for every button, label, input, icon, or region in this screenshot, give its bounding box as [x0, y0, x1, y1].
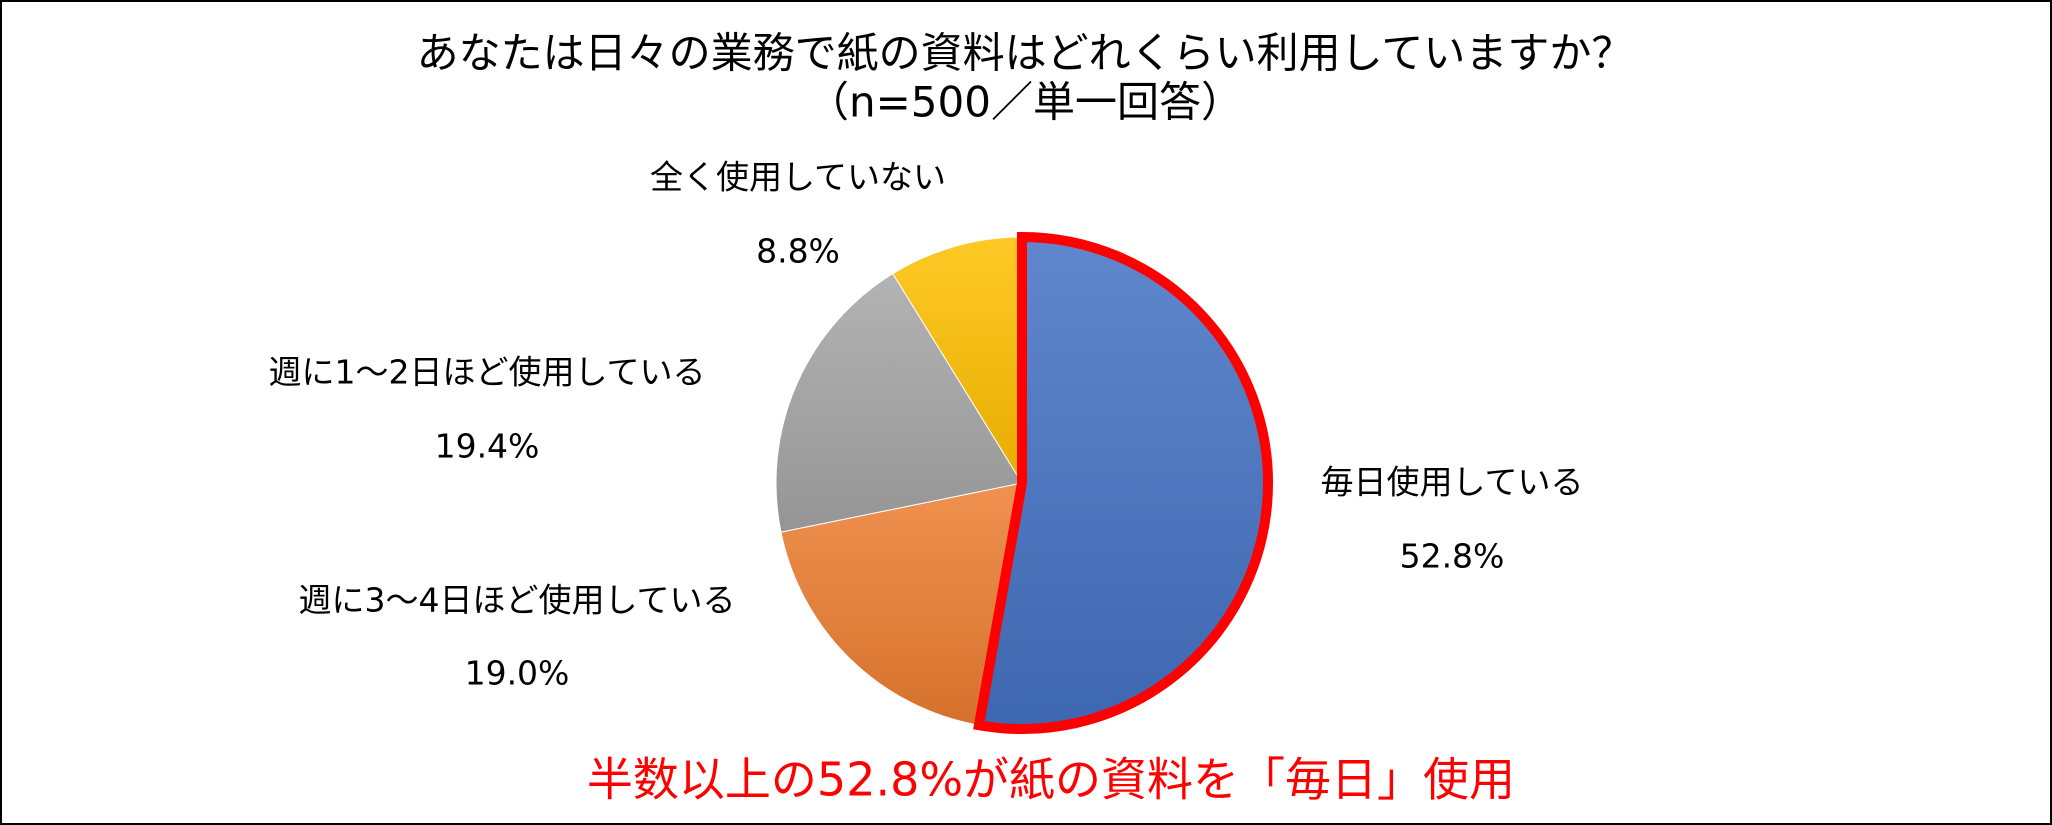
pie-slice — [892, 236, 1023, 485]
category-label: 週に1〜2日ほど使用している — [268, 353, 705, 392]
highlight-outline — [973, 231, 1273, 734]
value-label: 8.8% — [756, 232, 840, 271]
pie-slice — [780, 482, 1023, 726]
labels: 毎日使用している 52.8% 週に3〜4日ほど使用している 19.0% 週に1〜2日ほど… — [268, 158, 1583, 693]
value-label: 19.4% — [435, 427, 540, 466]
pie — [775, 231, 1273, 734]
chart-subtitle: （n=500／単一回答） — [807, 78, 1243, 127]
chart-title: あなたは日々の業務で紙の資料はどれくらい利用していますか？ — [417, 29, 1634, 78]
category-label: 週に3〜4日ほど使用している — [298, 581, 735, 620]
value-label: 19.0% — [465, 654, 570, 693]
value-label: 52.8% — [1400, 537, 1505, 576]
category-label: 全く使用していない — [650, 158, 946, 197]
pie-slice — [775, 272, 1023, 533]
category-label: 毎日使用している — [1320, 463, 1583, 502]
annotation: 半数以上の52.8%が紙の資料を「毎日」使用 — [587, 753, 1515, 807]
